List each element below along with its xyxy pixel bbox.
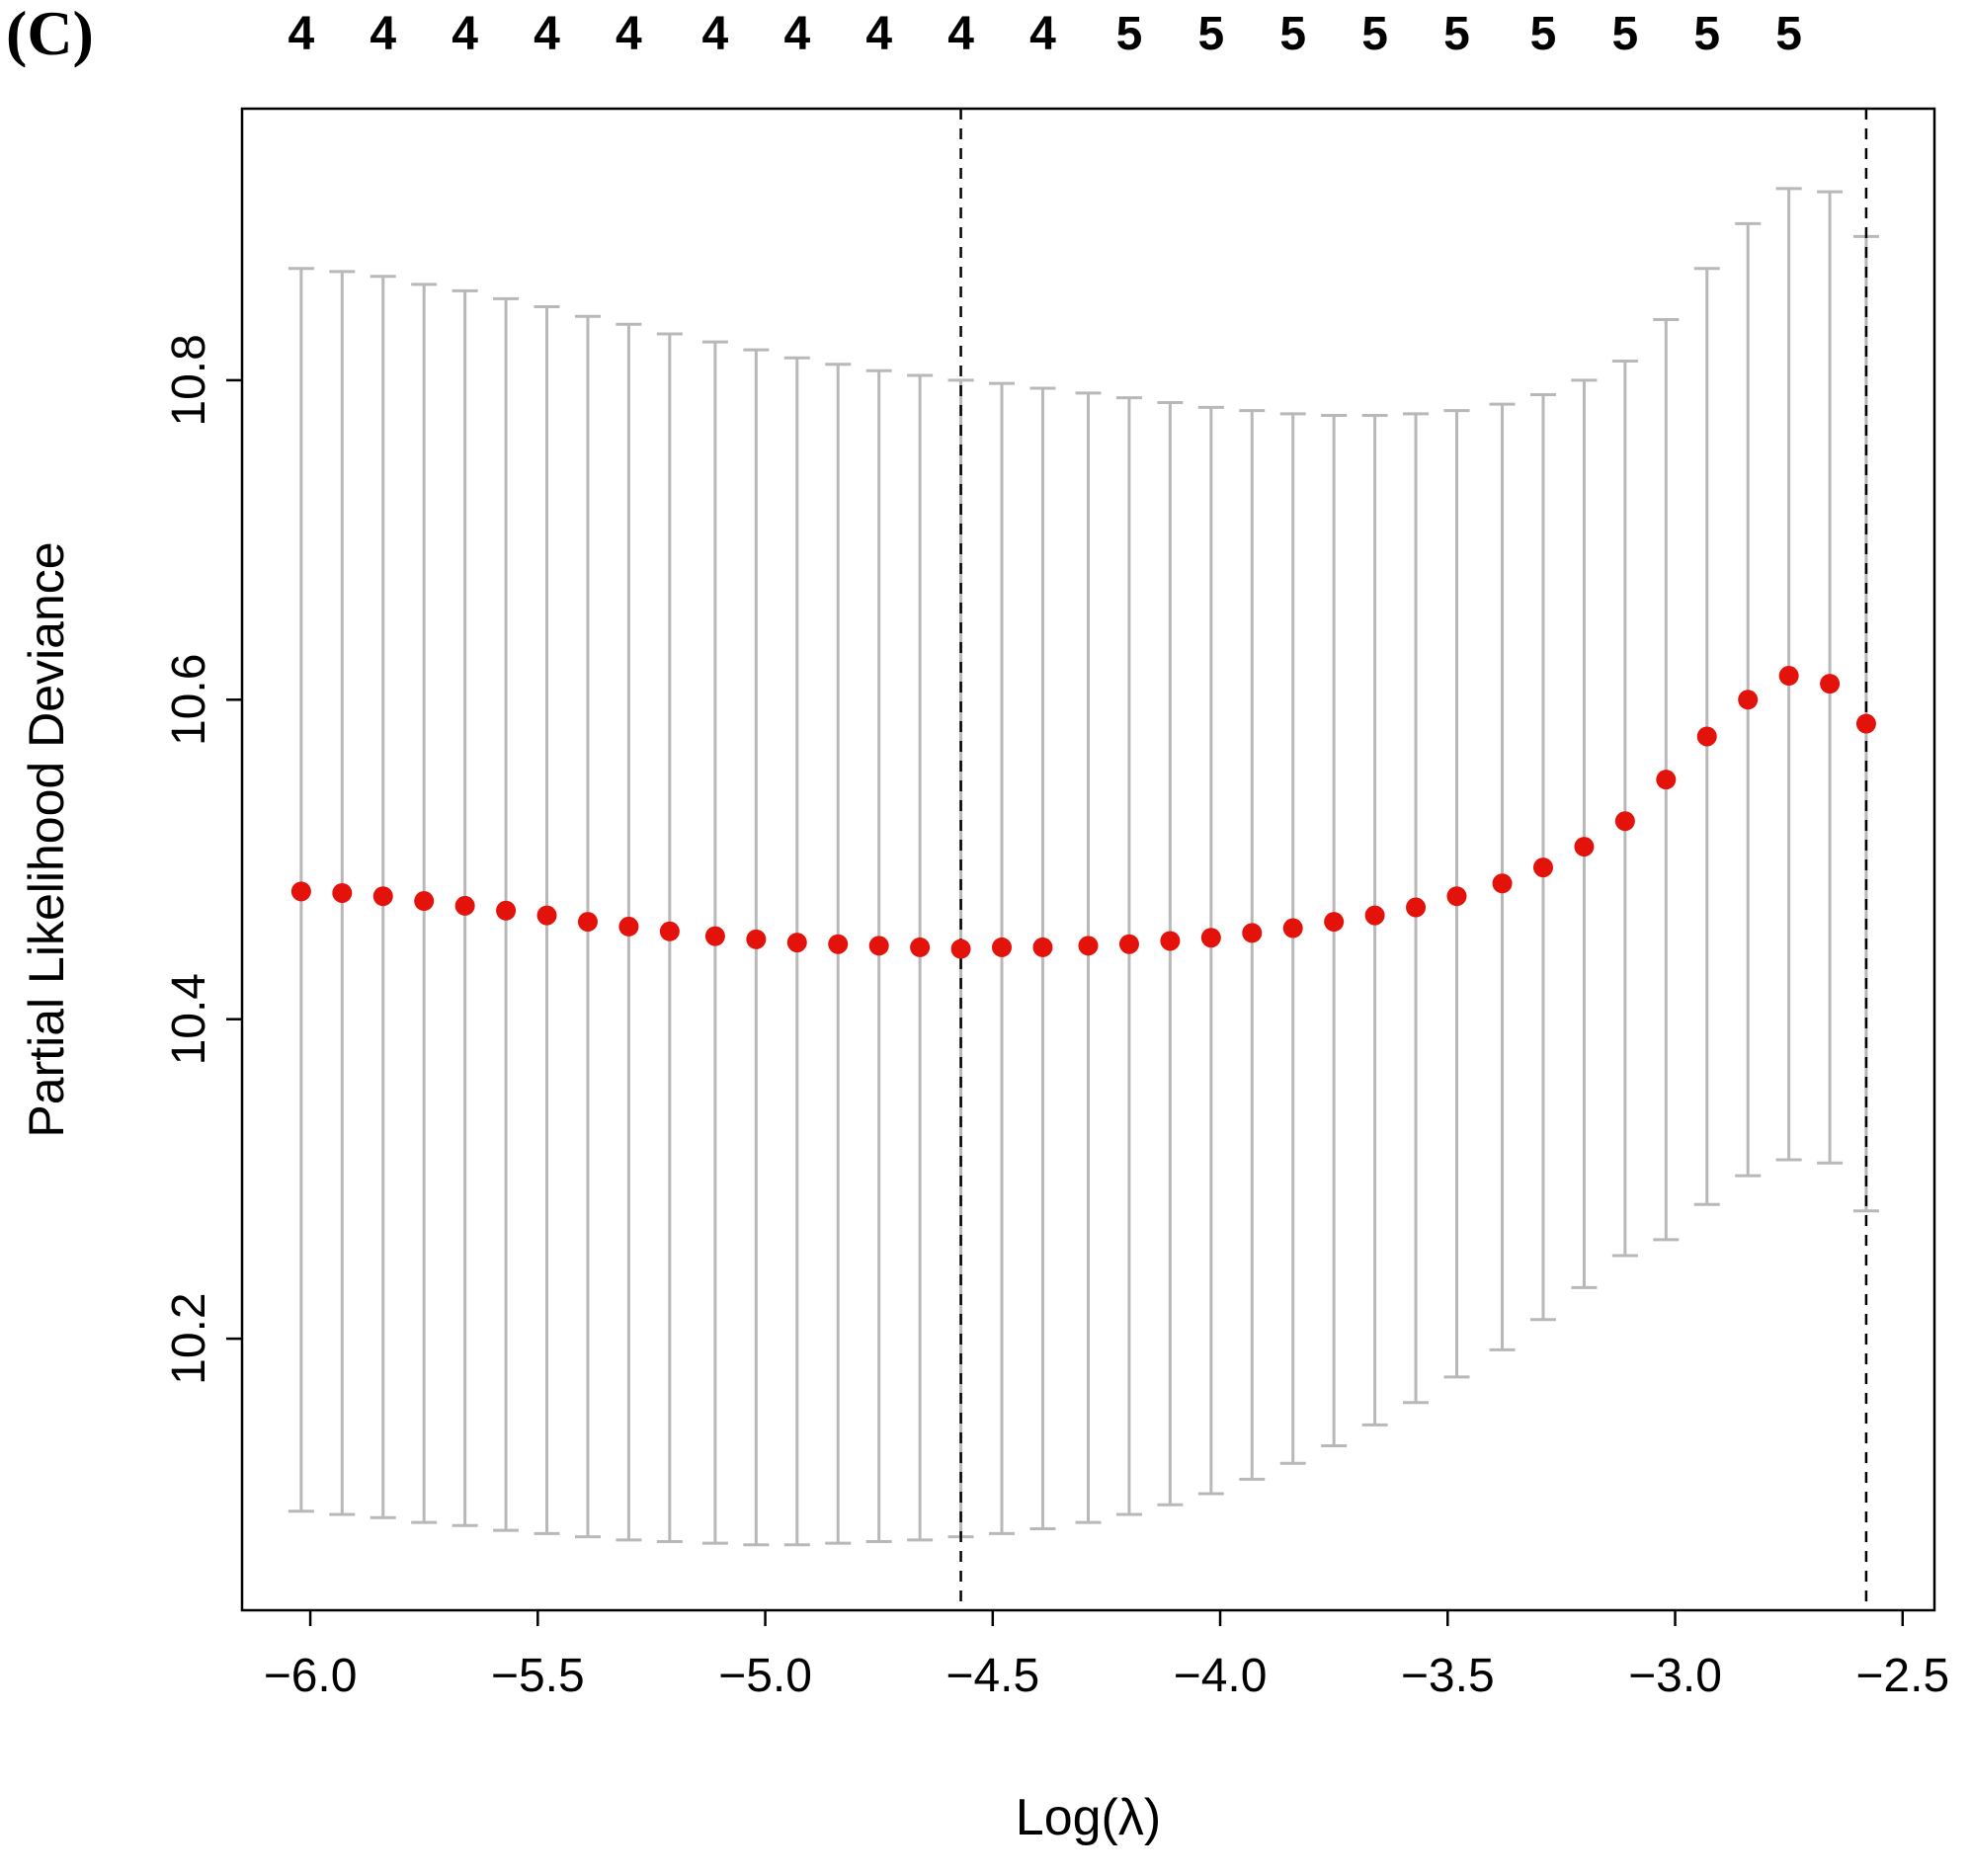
- data-point: [290, 881, 311, 902]
- data-point: [950, 938, 971, 959]
- data-point: [868, 936, 889, 956]
- data-point: [1492, 873, 1513, 894]
- y-axis-title: Partial Likelihood Deviance: [19, 541, 74, 1138]
- x-tick-label: −5.0: [718, 1650, 812, 1702]
- data-point: [992, 937, 1013, 957]
- top-axis-label: 4: [288, 8, 315, 60]
- top-axis-label: 5: [1279, 8, 1306, 60]
- data-point: [1242, 923, 1263, 943]
- data-point: [1446, 886, 1467, 907]
- data-point: [1078, 936, 1099, 956]
- top-axis-label: 4: [865, 8, 892, 60]
- data-point: [828, 934, 849, 954]
- data-point: [659, 921, 680, 941]
- data-point: [414, 891, 435, 912]
- top-axis-label: 4: [783, 8, 810, 60]
- top-axis-label: 4: [947, 8, 974, 60]
- data-point: [1656, 770, 1677, 790]
- x-tick-label: −4.5: [945, 1650, 1039, 1702]
- data-point: [372, 886, 393, 907]
- data-point: [1696, 726, 1717, 747]
- x-tick-label: −6.0: [264, 1650, 358, 1702]
- top-axis-label: 4: [534, 8, 560, 60]
- data-point: [1324, 912, 1345, 933]
- top-axis-label: 4: [452, 8, 478, 60]
- data-point: [1200, 928, 1221, 948]
- top-axis-label: 4: [1029, 8, 1056, 60]
- data-point: [1160, 931, 1181, 951]
- panel-label: (C): [6, 0, 94, 68]
- data-point: [454, 895, 475, 916]
- top-axis-label: 5: [1443, 8, 1470, 60]
- top-axis-label: 5: [1530, 8, 1557, 60]
- data-point: [1738, 690, 1759, 710]
- data-point: [1118, 934, 1139, 954]
- y-tick-label: 10.6: [163, 654, 215, 746]
- x-tick-label: −4.0: [1174, 1650, 1268, 1702]
- top-axis-label: 5: [1361, 8, 1388, 60]
- data-point: [1364, 905, 1385, 926]
- data-point: [1820, 674, 1841, 694]
- top-axis-label: 5: [1197, 8, 1224, 60]
- top-axis-label: 4: [370, 8, 396, 60]
- top-axis-label: 5: [1612, 8, 1639, 60]
- x-axis-title: Log(λ): [1015, 1789, 1162, 1846]
- top-axis-label: 4: [616, 8, 642, 60]
- y-tick-label: 10.4: [163, 973, 215, 1065]
- data-point: [1406, 897, 1427, 918]
- x-tick-label: −3.5: [1401, 1650, 1495, 1702]
- data-point: [786, 933, 807, 953]
- data-point: [618, 916, 639, 937]
- top-axis-label: 4: [702, 8, 729, 60]
- x-tick-label: −2.5: [1855, 1650, 1949, 1702]
- x-tick-label: −5.5: [491, 1650, 585, 1702]
- plot-border: [240, 107, 1936, 1612]
- top-axis-label: 5: [1775, 8, 1802, 60]
- data-point: [746, 929, 767, 949]
- data-point: [496, 900, 517, 921]
- data-point: [1614, 811, 1635, 832]
- y-tick-label: 10.2: [163, 1292, 215, 1384]
- data-point: [1855, 713, 1876, 734]
- x-tick-label: −3.0: [1628, 1650, 1722, 1702]
- top-axis-label: 5: [1116, 8, 1143, 60]
- data-point: [910, 937, 931, 957]
- data-point: [1532, 857, 1553, 878]
- y-tick-label: 10.8: [163, 334, 215, 426]
- data-point: [332, 882, 353, 903]
- data-point: [536, 905, 557, 926]
- data-point: [1032, 937, 1053, 957]
- top-axis-label: 5: [1693, 8, 1720, 60]
- data-point: [1778, 666, 1799, 687]
- data-point: [577, 912, 598, 933]
- data-point: [1574, 837, 1595, 857]
- data-point: [1282, 918, 1303, 938]
- data-point: [704, 926, 725, 946]
